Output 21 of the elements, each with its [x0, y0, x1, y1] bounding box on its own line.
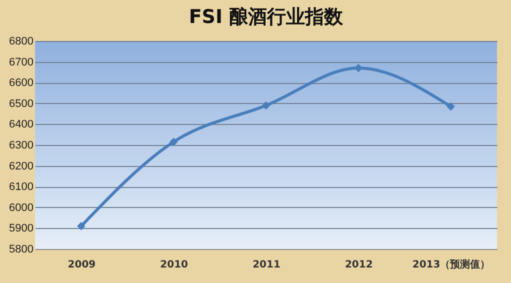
y-tick-label: 6500 — [9, 98, 34, 110]
y-tick-label: 6000 — [9, 202, 34, 214]
point — [262, 101, 270, 110]
x-tick-label: 2010 — [160, 260, 188, 270]
y-tick-label: 6300 — [9, 140, 34, 152]
y-tick-label: 6200 — [9, 160, 34, 172]
y-tick-label: 6100 — [9, 181, 34, 194]
point — [446, 102, 455, 111]
y-tick-label: 5800 — [9, 244, 34, 256]
x-tick-label: 2011 — [252, 260, 280, 270]
point — [169, 138, 178, 146]
y-tick-label: 6800 — [9, 36, 34, 48]
y-tick-label: 6400 — [9, 118, 34, 131]
x-tick-label: 2013（预测值） — [412, 258, 490, 270]
x-tick-label: 2012 — [344, 260, 373, 270]
y-tick-label: 5900 — [9, 222, 34, 235]
y-tick-label: 6700 — [9, 56, 34, 68]
point — [77, 222, 86, 230]
chart-title: FSI 酿酒行业指数 — [188, 6, 344, 28]
x-tick-label: 2009 — [68, 260, 96, 270]
y-tick-label: 6600 — [9, 77, 34, 90]
